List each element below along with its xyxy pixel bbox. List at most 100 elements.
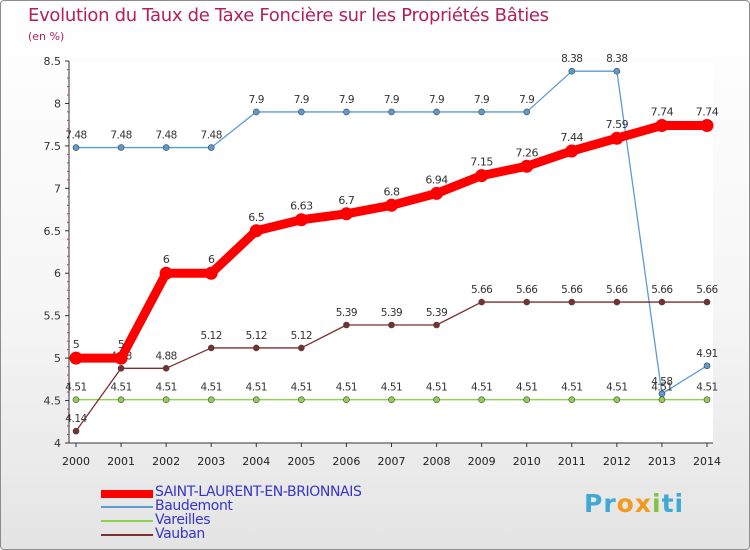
y-tick-label: 6.5 [44,225,62,238]
series-baudemont: 7.48 7.48 7.48 7.48 7.9 7.9 7.9 7.9 7.9 7.9 7.9 8.3… [65,53,718,398]
data-label: 7.9 [249,94,264,106]
data-label: 5 [118,338,125,351]
data-label: 4.58 [651,376,672,388]
y-tick-label: 5.5 [44,310,62,323]
data-point [162,144,170,151]
y-tick-label: 7.5 [44,140,62,153]
data-label: 4.51 [381,382,402,394]
data-label: 7.44 [561,131,584,144]
data-label: 4.51 [155,382,176,394]
brand-letter: t [661,489,675,518]
data-label: 5.66 [606,284,628,296]
legend-label: Vauban [155,526,205,542]
data-label: 4.91 [696,348,717,360]
data-point [117,396,125,404]
data-point [430,186,444,200]
data-point [478,396,485,404]
x-tick-label: 2006 [332,455,360,468]
data-label: 4.51 [110,382,131,394]
data-point [294,213,308,227]
legend-label: Vareilles [155,512,211,528]
brand-letter: o [616,489,635,518]
data-label: 7.9 [429,94,444,106]
data-point [703,396,711,404]
data-point [388,108,395,116]
data-point [298,344,305,352]
data-label: 5.12 [291,330,312,342]
data-point [162,364,170,372]
data-label: 7.9 [384,94,399,106]
data-label: 6.8 [384,185,400,198]
data-label: 5.12 [246,330,267,342]
data-point [72,144,80,151]
data-label: 7.48 [155,130,176,142]
data-label: 8.38 [606,53,627,65]
data-point [252,344,260,352]
data-label: 4.51 [696,382,717,394]
brand-letter: P [584,489,604,518]
data-label: 5.39 [381,307,402,319]
data-point [523,298,531,306]
data-point [523,108,531,116]
x-tick-label: 2010 [513,455,541,468]
x-tick-label: 2001 [107,455,135,468]
data-label: 4.51 [561,382,582,394]
data-point [478,298,485,306]
data-point [613,298,621,306]
data-point [343,396,350,404]
legend-swatch-baudemont [101,506,153,508]
data-point [252,396,260,404]
data-point [388,321,395,329]
data-label: 4.51 [201,382,222,394]
data-label: 5.39 [336,307,357,319]
data-point [162,396,170,404]
brand-letter: i [652,489,662,518]
data-label: 6.63 [290,200,313,213]
data-point [658,396,666,404]
data-label: 6 [208,253,215,266]
data-label: 6 [163,253,170,266]
chart-title: Evolution du Taux de Taxe Foncière sur l… [28,5,549,26]
data-point [204,266,218,280]
legend-swatch-vareilles [101,520,153,522]
y-tick-label: 6 [54,267,61,280]
x-tick-label: 2013 [648,455,676,468]
data-label: 4.14 [65,413,87,425]
x-tick-label: 2000 [62,455,90,468]
x-tick-label: 2008 [423,455,451,468]
proxiti-logo: Proxiti [584,489,684,518]
legend-swatch-saint-laurent [101,490,153,498]
data-label: 5.39 [426,307,447,319]
data-point [343,321,350,329]
data-label: 7.9 [294,94,309,106]
data-label: 7.9 [339,94,354,106]
brand-letter: i [674,489,685,518]
data-point [343,108,350,116]
data-point [72,396,80,404]
data-point [298,108,305,116]
data-label: 7.48 [65,130,86,142]
data-point [339,207,353,221]
data-label: 7.9 [519,94,534,106]
data-label: 5.12 [201,330,222,342]
brand-letter: r [603,489,617,518]
plot-area [69,61,713,443]
data-point [658,298,666,306]
data-label: 4.51 [291,382,312,394]
data-point [613,67,621,75]
data-point [298,396,305,404]
data-point [700,119,714,133]
data-label: 7.48 [110,130,131,142]
legend-label: Baudemont [155,498,233,514]
data-point [478,108,485,116]
data-point [703,362,711,370]
x-tick-label: 2004 [242,455,270,468]
data-label: 5.66 [471,284,493,296]
data-label: 5.66 [696,284,718,296]
y-tick-label: 8 [54,97,61,110]
data-label: 4.51 [471,382,492,394]
y-tick-label: 4.5 [44,395,62,408]
x-tick-label: 2005 [287,455,315,468]
x-tick-label: 2014 [693,455,721,468]
data-point [565,144,579,158]
